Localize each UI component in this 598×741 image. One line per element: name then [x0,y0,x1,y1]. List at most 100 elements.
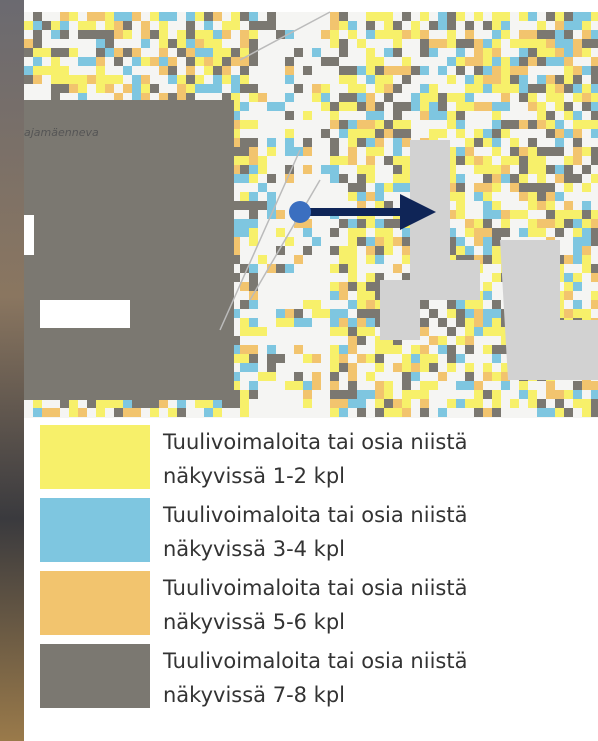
map-cell [429,129,438,138]
map-cell [150,12,159,21]
map-cell [492,345,501,354]
map-cell [366,93,375,102]
map-cell [285,57,294,66]
map-cell [456,48,465,57]
map-cell [366,291,375,300]
map-cell [429,39,438,48]
map-cell [447,39,456,48]
map-cell [375,57,384,66]
map-cell [546,381,555,390]
map-cell [393,30,402,39]
map-cell [249,354,258,363]
map-cell [231,21,240,30]
map-cell [240,219,249,228]
map-cell [501,174,510,183]
map-cell [312,309,321,318]
map-cell [393,147,402,156]
map-cell [339,354,348,363]
map-cell [267,174,276,183]
map-cell [330,327,339,336]
map-cell [78,21,87,30]
map-cell [420,12,429,21]
map-cell [78,84,87,93]
map-cell [474,237,483,246]
map-cell [240,408,249,417]
map-cell [249,381,258,390]
map-cell [132,399,141,408]
map-cell [555,57,564,66]
map-cell [339,75,348,84]
map-cell [537,57,546,66]
map-cell [195,75,204,84]
map-cell [339,21,348,30]
map-cell [465,399,474,408]
map-cell [555,390,564,399]
map-cell [456,210,465,219]
map-cell [366,255,375,264]
map-cell [528,219,537,228]
map-cell [249,201,258,210]
map-cell [132,408,141,417]
map-cell [375,381,384,390]
map-cell [591,147,598,156]
map-cell [51,408,60,417]
map-cell [213,399,222,408]
map-cell [546,12,555,21]
map-cell [564,84,573,93]
map-cell [456,111,465,120]
map-cell [33,39,42,48]
map-cell [465,21,474,30]
map-cell [33,66,42,75]
grey-zone [24,100,234,400]
map-cell [483,75,492,84]
map-cell [501,219,510,228]
map-cell [582,93,591,102]
map-cell [213,48,222,57]
map-cell [330,282,339,291]
map-cell [150,57,159,66]
map-cell [591,291,598,300]
map-cell [258,156,267,165]
map-cell [474,300,483,309]
map-cell [303,66,312,75]
map-cell [591,39,598,48]
map-cell [591,237,598,246]
map-cell [546,408,555,417]
map-cell [366,156,375,165]
map-cell [510,57,519,66]
map-cell [501,21,510,30]
map-cell [375,102,384,111]
map-cell [348,228,357,237]
map-cell [375,354,384,363]
map-cell [339,291,348,300]
map-cell [447,21,456,30]
map-cell [276,210,285,219]
map-cell [231,75,240,84]
map-cell [357,318,366,327]
map-cell [528,102,537,111]
map-cell [330,228,339,237]
map-cell [582,228,591,237]
map-cell [348,120,357,129]
map-cell [465,93,474,102]
map-cell [537,399,546,408]
map-cell [393,111,402,120]
map-cell [33,48,42,57]
map-cell [501,120,510,129]
map-cell [375,390,384,399]
map-cell [528,147,537,156]
map-cell [249,264,258,273]
map-cell [339,93,348,102]
map-cell [96,75,105,84]
map-cell [591,129,598,138]
map-cell [33,408,42,417]
map-cell [537,111,546,120]
map-cell [348,399,357,408]
map-cell [420,111,429,120]
map-cell [312,300,321,309]
map-cell [456,120,465,129]
map-cell [204,39,213,48]
map-cell [330,246,339,255]
map-cell [204,48,213,57]
map-cell [348,147,357,156]
